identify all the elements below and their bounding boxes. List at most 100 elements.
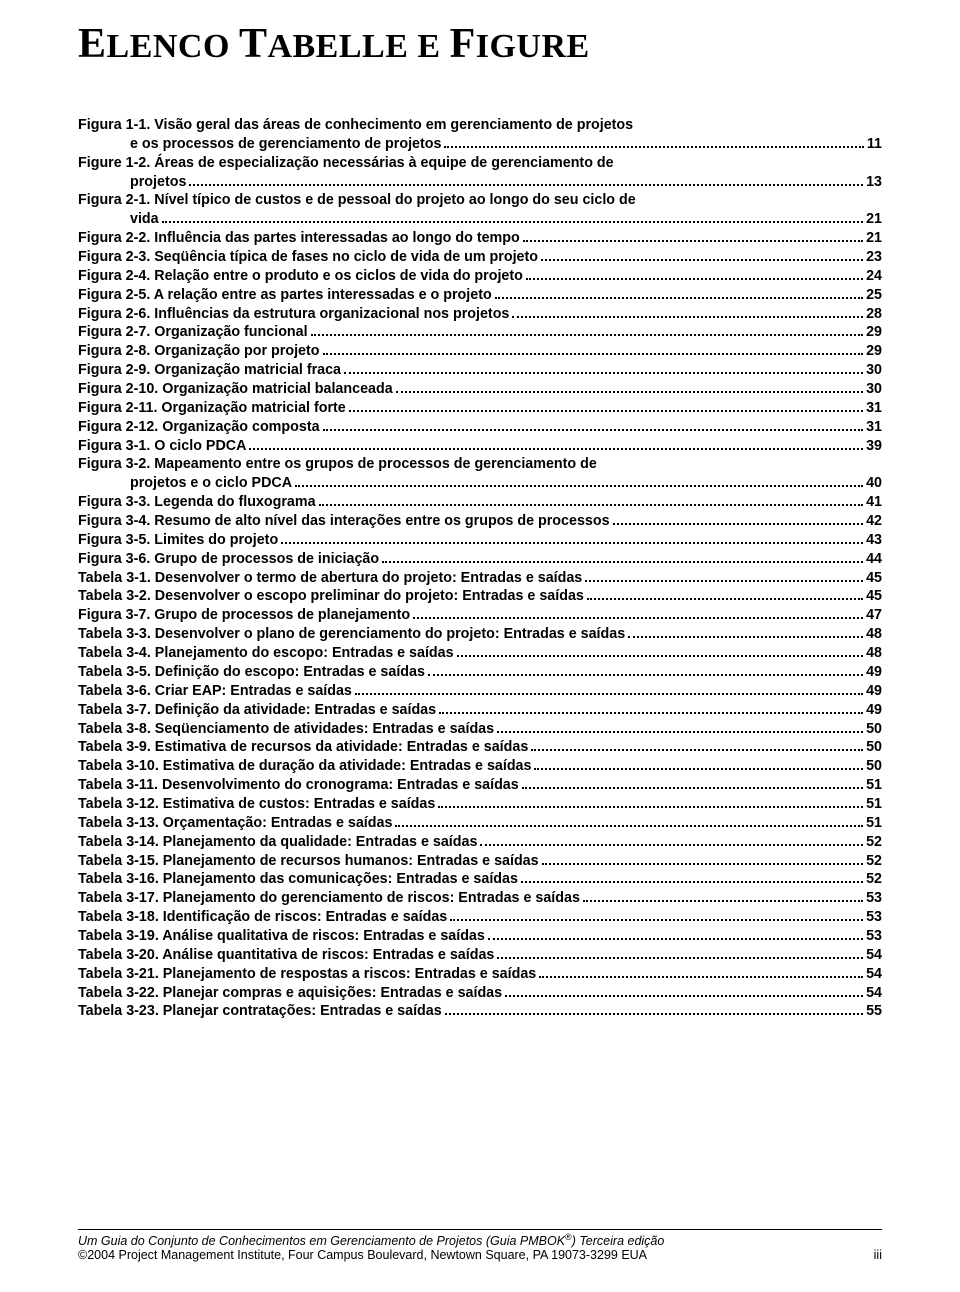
- toc-leader-dots: [444, 138, 863, 148]
- toc-entry-label: Figura 3-2. Mapeamento entre os grupos d…: [78, 455, 597, 474]
- footer-line-2: ©2004 Project Management Institute, Four…: [78, 1248, 882, 1262]
- toc-entry: Tabela 3-11. Desenvolvimento do cronogra…: [78, 776, 882, 795]
- title-p1: LENCO: [107, 28, 239, 65]
- toc-entry-label: Tabela 3-10. Estimativa de duração da at…: [78, 757, 531, 776]
- toc-entry: Figura 2-11. Organização matricial forte…: [78, 399, 882, 418]
- toc-entry-label: projetos: [130, 173, 186, 192]
- toc-entries: Figura 1-1. Visão geral das áreas de con…: [78, 116, 882, 1021]
- toc-entry-label: Figura 2-1. Nível típico de custos e de …: [78, 191, 636, 210]
- toc-entry-page: 21: [866, 210, 882, 229]
- toc-entry: Tabela 3-22. Planejar compras e aquisiçõ…: [78, 984, 882, 1003]
- toc-entry: Figura 3-3. Legenda do fluxograma41: [78, 493, 882, 512]
- toc-entry-page: 47: [866, 606, 882, 625]
- toc-entry-label: projetos e o ciclo PDCA: [130, 474, 292, 493]
- toc-entry-page: 11: [867, 135, 882, 154]
- toc-entry: Figura 2-10. Organização matricial balan…: [78, 380, 882, 399]
- toc-leader-dots: [457, 647, 864, 657]
- toc-entry-page: 29: [866, 342, 882, 361]
- toc-entry: Figure 1-2. Áreas de especialização nece…: [78, 154, 882, 173]
- toc-entry-label: Tabela 3-14. Planejamento da qualidade: …: [78, 833, 477, 852]
- toc-entry-page: 54: [866, 946, 882, 965]
- toc-entry-label: Figura 2-12. Organização composta: [78, 418, 320, 437]
- toc-leader-dots: [497, 949, 863, 959]
- toc-entry-label: Tabela 3-22. Planejar compras e aquisiçõ…: [78, 984, 502, 1003]
- toc-entry-label: Tabela 3-9. Estimativa de recursos da at…: [78, 738, 528, 757]
- toc-leader-dots: [534, 760, 863, 770]
- toc-entry-label: Figura 3-1. O ciclo PDCA: [78, 437, 246, 456]
- toc-entry-label: Tabela 3-21. Planejamento de respostas a…: [78, 965, 536, 984]
- toc-entry-page: 54: [866, 984, 882, 1003]
- title-cap-e: E: [78, 21, 107, 67]
- toc-leader-dots: [583, 892, 863, 902]
- toc-entry-page: 49: [866, 701, 882, 720]
- toc-entry: Tabela 3-23. Planejar contratações: Entr…: [78, 1002, 882, 1021]
- toc-entry: Figura 2-2. Influência das partes intere…: [78, 229, 882, 248]
- toc-leader-dots: [323, 345, 864, 355]
- toc-entry: Tabela 3-17. Planejamento do gerenciamen…: [78, 889, 882, 908]
- toc-entry-label: Tabela 3-20. Análise quantitativa de ris…: [78, 946, 494, 965]
- toc-entry-label: Figura 3-5. Limites do projeto: [78, 531, 278, 550]
- toc-entry-page: 28: [866, 305, 882, 324]
- title-cap-f: F: [450, 21, 476, 67]
- toc-leader-dots: [541, 251, 863, 261]
- toc-leader-dots: [323, 421, 864, 431]
- toc-entry-page: 45: [866, 587, 882, 606]
- toc-entry: Tabela 3-15. Planejamento de recursos hu…: [78, 852, 882, 871]
- toc-entry-label: Figura 2-9. Organização matricial fraca: [78, 361, 341, 380]
- toc-leader-dots: [413, 609, 863, 619]
- toc-leader-dots: [395, 817, 863, 827]
- toc-leader-dots: [438, 798, 863, 808]
- toc-entry-page: 52: [866, 833, 882, 852]
- toc-leader-dots: [521, 873, 863, 883]
- toc-leader-dots: [488, 930, 863, 940]
- title-p2: ABELLE E: [267, 28, 449, 65]
- toc-entry-page: 52: [866, 852, 882, 871]
- page-number: iii: [874, 1248, 882, 1262]
- footer-rule: [78, 1229, 882, 1230]
- toc-entry-label: Figura 2-6. Influências da estrutura org…: [78, 305, 509, 324]
- toc-leader-dots: [382, 553, 863, 563]
- toc-entry-label: Figura 3-7. Grupo de processos de planej…: [78, 606, 410, 625]
- toc-entry: Tabela 3-10. Estimativa de duração da at…: [78, 757, 882, 776]
- toc-entry: Figura 2-1. Nível típico de custos e de …: [78, 191, 882, 210]
- toc-entry-label: Figura 2-2. Influência das partes intere…: [78, 229, 520, 248]
- toc-leader-dots: [585, 572, 863, 582]
- toc-leader-dots: [587, 590, 863, 600]
- toc-entry: Tabela 3-2. Desenvolver o escopo prelimi…: [78, 587, 882, 606]
- toc-entry-label: Tabela 3-2. Desenvolver o escopo prelimi…: [78, 587, 584, 606]
- toc-entry-page: 54: [866, 965, 882, 984]
- toc-entry-label: Tabela 3-7. Definição da atividade: Entr…: [78, 701, 436, 720]
- toc-leader-dots: [526, 270, 863, 280]
- toc-leader-dots: [319, 496, 864, 506]
- toc-entry-label: Tabela 3-4. Planejamento do escopo: Entr…: [78, 644, 454, 663]
- toc-leader-dots: [162, 213, 863, 223]
- toc-entry-page: 30: [866, 361, 882, 380]
- toc-entry: Tabela 3-5. Definição do escopo: Entrada…: [78, 663, 882, 682]
- toc-entry: Tabela 3-6. Criar EAP: Entradas e saídas…: [78, 682, 882, 701]
- toc-entry: Figura 2-6. Influências da estrutura org…: [78, 305, 882, 324]
- toc-leader-dots: [495, 289, 863, 299]
- toc-entry: Figura 3-6. Grupo de processos de inicia…: [78, 550, 882, 569]
- toc-entry: Figura 3-4. Resumo de alto nível das int…: [78, 512, 882, 531]
- toc-leader-dots: [480, 836, 863, 846]
- toc-entry-page: 45: [866, 569, 882, 588]
- toc-leader-dots: [349, 402, 863, 412]
- toc-entry-label: Tabela 3-23. Planejar contratações: Entr…: [78, 1002, 442, 1021]
- toc-entry: Tabela 3-9. Estimativa de recursos da at…: [78, 738, 882, 757]
- page-footer: Um Guia do Conjunto de Conhecimentos em …: [78, 1229, 882, 1262]
- toc-entry-label: Tabela 3-12. Estimativa de custos: Entra…: [78, 795, 435, 814]
- toc-entry: Figura 3-1. O ciclo PDCA39: [78, 437, 882, 456]
- toc-leader-dots: [445, 1005, 863, 1015]
- toc-leader-dots: [539, 968, 863, 978]
- toc-entry-page: 31: [866, 418, 882, 437]
- toc-entry: Figura 2-7. Organização funcional29: [78, 323, 882, 342]
- toc-entry-label: Tabela 3-19. Análise qualitativa de risc…: [78, 927, 485, 946]
- toc-entry-page: 43: [866, 531, 882, 550]
- toc-entry: projetos13: [78, 173, 882, 192]
- page-title: ELENCO TABELLE E FIGURE: [78, 20, 882, 68]
- toc-entry: Figura 3-2. Mapeamento entre os grupos d…: [78, 455, 882, 474]
- document-page: ELENCO TABELLE E FIGURE Figura 1-1. Visã…: [0, 0, 960, 1292]
- toc-leader-dots: [355, 685, 863, 695]
- toc-entry-label: Figura 3-6. Grupo de processos de inicia…: [78, 550, 379, 569]
- toc-leader-dots: [505, 987, 863, 997]
